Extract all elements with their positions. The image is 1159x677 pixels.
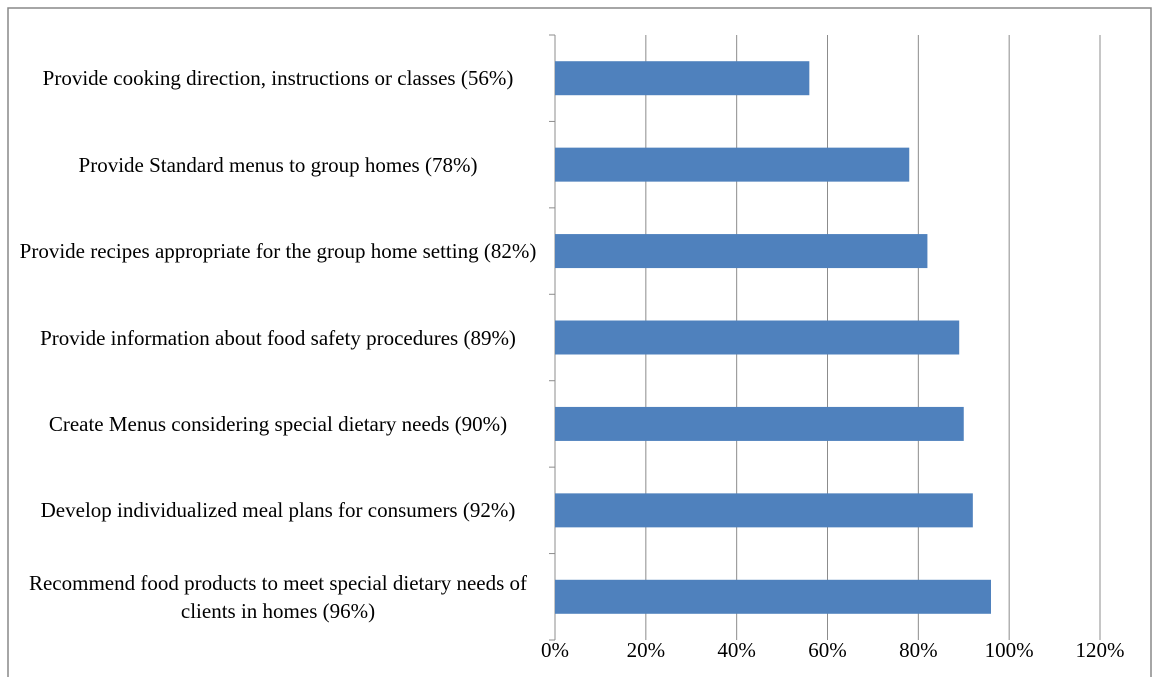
x-tick-label: 100% [985,638,1034,662]
bar [555,320,960,355]
frame [7,7,1152,677]
bar [555,406,964,441]
bar [555,234,928,269]
category-label: Develop individualized meal plans for co… [40,498,516,523]
x-tick-label: 20% [627,638,666,662]
category-label: Recommend food products to meet special … [28,570,527,623]
bar [555,147,910,182]
x-tick-label: 60% [808,638,847,662]
x-tick-label: 0% [541,638,569,662]
x-tick-label: 40% [717,638,756,662]
category-label: Provide information about food safety pr… [40,325,516,350]
x-tick-label: 80% [899,638,938,662]
bar [555,579,991,614]
category-label: Provide cooking direction, instructions … [42,66,514,91]
category-label: Provide recipes appropriate for the grou… [19,239,537,264]
bar [555,61,810,96]
bar [555,493,973,528]
x-tick-label: 120% [1076,638,1125,662]
category-label: Create Menus considering special dietary… [48,411,508,436]
category-label: Provide Standard menus to group homes (7… [78,152,478,177]
